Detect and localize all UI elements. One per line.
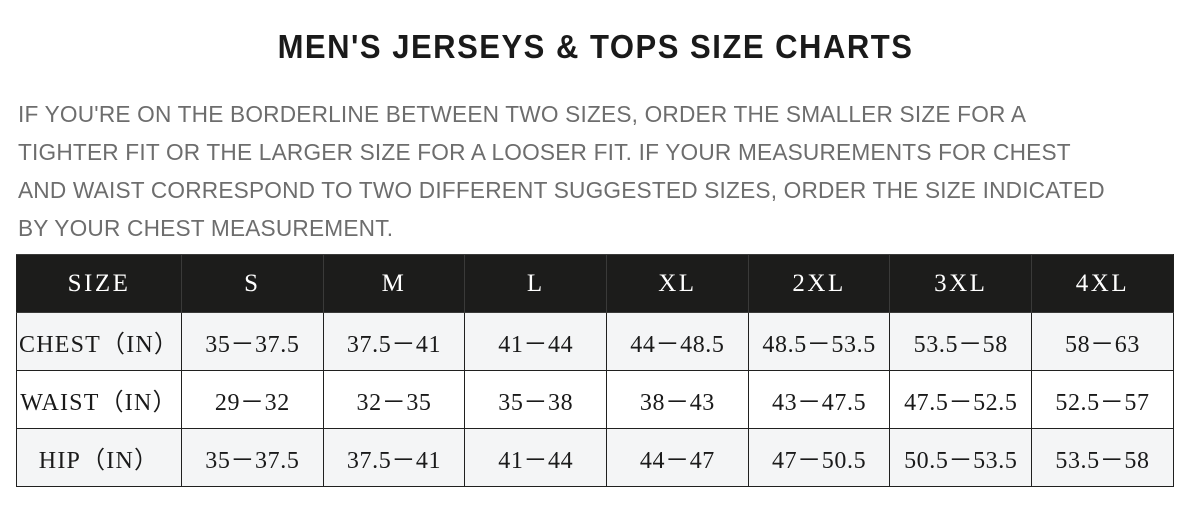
table-row: HIP（IN） 35－37.5 37.5－41 41－44 44－47 47－5… (16, 428, 1174, 487)
cell-chest-l: 41－44 (464, 312, 608, 371)
row-label-hip: HIP（IN） (16, 428, 182, 487)
column-header-size: SIZE (16, 254, 182, 313)
cell-chest-2xl: 48.5－53.5 (747, 312, 891, 371)
cell-chest-m: 37.5－41 (322, 312, 466, 371)
fit-guidance-text: IF YOU'RE ON THE BORDERLINE BETWEEN TWO … (18, 95, 1176, 247)
column-header-2xl: 2XL (747, 254, 891, 313)
cell-hip-4xl: 53.5－58 (1031, 428, 1174, 487)
page-title: MEN'S JERSEYS & TOPS SIZE CHARTS (277, 28, 914, 65)
cell-hip-2xl: 47－50.5 (747, 428, 891, 487)
column-header-xl: XL (606, 254, 749, 313)
row-label-waist: WAIST（IN） (16, 370, 182, 429)
column-header-m: M (322, 254, 466, 313)
cell-hip-l: 41－44 (464, 428, 608, 487)
cell-hip-xl: 44－47 (606, 428, 749, 487)
description-line: AND WAIST CORRESPOND TO TWO DIFFERENT SU… (18, 177, 1105, 203)
cell-chest-s: 35－37.5 (181, 312, 324, 371)
cell-waist-xl: 38－43 (606, 370, 749, 429)
table-header-row: SIZE S M L XL 2XL 3XL 4XL (16, 254, 1174, 313)
cell-waist-m: 32－35 (322, 370, 466, 429)
cell-waist-s: 29－32 (181, 370, 324, 429)
row-label-chest: CHEST（IN） (16, 312, 182, 371)
cell-waist-3xl: 47.5－52.5 (889, 370, 1033, 429)
column-header-4xl: 4XL (1031, 254, 1174, 313)
size-chart-table: SIZE S M L XL 2XL 3XL 4XL CHEST（IN） 35－3… (16, 254, 1174, 487)
description-line: IF YOU'RE ON THE BORDERLINE BETWEEN TWO … (18, 101, 1027, 127)
cell-chest-xl: 44－48.5 (606, 312, 749, 371)
column-header-3xl: 3XL (889, 254, 1033, 313)
cell-waist-l: 35－38 (464, 370, 608, 429)
table-row: CHEST（IN） 35－37.5 37.5－41 41－44 44－48.5 … (16, 312, 1174, 371)
description-line: BY YOUR CHEST MEASUREMENT. (18, 215, 394, 241)
cell-chest-3xl: 53.5－58 (889, 312, 1033, 371)
cell-chest-4xl: 58－63 (1031, 312, 1174, 371)
column-header-s: S (181, 254, 324, 313)
cell-hip-m: 37.5－41 (322, 428, 466, 487)
cell-hip-3xl: 50.5－53.5 (889, 428, 1033, 487)
cell-waist-4xl: 52.5－57 (1031, 370, 1174, 429)
description-line: TIGHTER FIT OR THE LARGER SIZE FOR A LOO… (18, 139, 1071, 165)
cell-hip-s: 35－37.5 (181, 428, 324, 487)
column-header-l: L (464, 254, 608, 313)
cell-waist-2xl: 43－47.5 (747, 370, 891, 429)
table-row: WAIST（IN） 29－32 32－35 35－38 38－43 43－47.… (16, 370, 1174, 429)
